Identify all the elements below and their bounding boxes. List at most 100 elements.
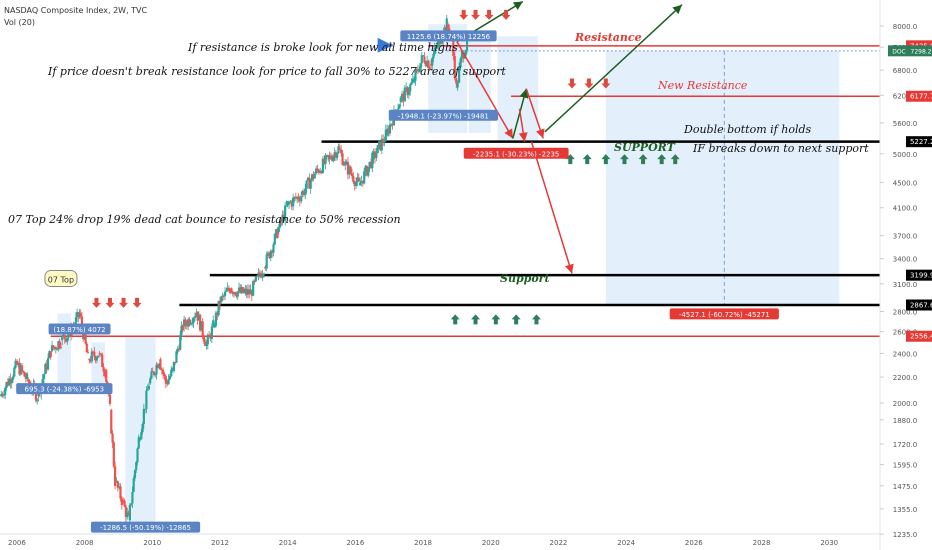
candle-body: [260, 274, 263, 278]
candle-body: [325, 155, 329, 157]
price-tick-label: 3400.0: [893, 256, 918, 264]
candle-body: [50, 345, 54, 352]
up-arrow-marker: [657, 154, 667, 165]
candle-body: [458, 67, 461, 83]
candle-body: [411, 78, 415, 83]
arrow-markers: 07 Top 1125.6 (18.74%) 12256 -1948.1 (-23.…: [16, 9, 779, 533]
time-tick-label: 2006: [8, 539, 26, 547]
symbol-title: NASDAQ Composite Index, 2W, TVC: [4, 6, 148, 15]
candle-body: [205, 343, 208, 346]
candle-body: [268, 252, 271, 259]
candle-body: [15, 360, 19, 365]
candle-body: [152, 371, 156, 375]
candle-body: [196, 311, 199, 321]
down-arrow-marker: [501, 9, 511, 20]
measure-box-09-crash: [125, 336, 156, 523]
candle-body: [216, 312, 219, 316]
candle-body: [324, 155, 327, 164]
candle-body: [163, 374, 166, 377]
candle-body: [10, 379, 13, 384]
measure-label-projection-30-bg: [463, 147, 569, 159]
candle-body: [183, 319, 186, 327]
price-tag-5227-bg: [906, 136, 932, 148]
candle-body: [294, 197, 297, 199]
candle-body: [128, 504, 131, 521]
candle-body: [241, 287, 244, 293]
candle-body: [86, 352, 90, 354]
price-tag-2867-bg: [906, 299, 932, 311]
candle-body: [455, 78, 458, 84]
candle-body: [305, 180, 308, 189]
measure-label-2018-down-bg: [388, 109, 498, 121]
up-arrow-marker: [511, 314, 521, 325]
price-tick-label: 2400.0: [893, 350, 918, 358]
candle-body: [170, 369, 173, 376]
candle-body: [89, 359, 92, 362]
measure-label-09-down-bg: [90, 521, 201, 533]
price-tick-label: 6800.0: [893, 67, 918, 75]
candle-body: [354, 181, 358, 186]
candle-body: [372, 151, 375, 160]
candle-body: [120, 498, 123, 506]
time-axis[interactable]: 2006 2008 2010 2012 2014 2016 2018 2020 2022 2024…: [0, 533, 880, 547]
candle-body: [386, 128, 389, 136]
price-tag-2556-bg: [906, 330, 932, 342]
candle-body: [316, 168, 319, 171]
candle-body: [383, 141, 386, 143]
candle-body: [151, 371, 154, 373]
candle-body: [132, 478, 135, 492]
measure-box-projection-30: [497, 36, 539, 142]
candle-body: [361, 180, 364, 184]
candle-body: [14, 360, 17, 368]
measure-label-09-down: -1286.5 (-50.19%) -12865: [100, 524, 191, 532]
candle-body: [115, 481, 118, 483]
candle-body: [252, 281, 255, 296]
candle-body: [192, 317, 195, 323]
measure-label-projection-60: -4527.1 (-60.72%) -45271: [679, 311, 770, 319]
candle-body: [319, 171, 322, 173]
candle-body: [93, 351, 96, 357]
candle-body: [181, 325, 184, 331]
candle-body: [368, 161, 371, 167]
candle-body: [142, 409, 145, 424]
candle-body: [137, 437, 140, 449]
candle-body: [130, 503, 133, 505]
candle-body: [357, 177, 360, 182]
price-tick-label: 5000.0: [893, 151, 918, 159]
candle-body: [302, 191, 306, 196]
candle-body: [334, 152, 338, 158]
up-arrow-marker: [638, 154, 648, 165]
candle-body: [340, 149, 343, 154]
candle-body: [67, 334, 70, 338]
measure-label-07-up: (18.87%) 4072: [53, 326, 105, 334]
candle-body: [157, 364, 161, 368]
candle-body: [162, 370, 165, 375]
candle-body: [118, 486, 121, 488]
time-tick-label: 2008: [76, 539, 94, 547]
candle-body: [2, 394, 6, 396]
candle-body: [338, 148, 341, 150]
candle-body: [85, 343, 88, 353]
volume-indicator-label[interactable]: Vol (20): [4, 18, 35, 27]
label-double-bottom: Double bottom if holds: [684, 123, 812, 136]
candle-body: [284, 205, 287, 221]
candle-body: [144, 408, 147, 410]
candle-body: [83, 332, 86, 340]
candle-body: [187, 319, 190, 327]
candle-body: [126, 512, 129, 518]
price-axis[interactable]: 8000.07400.06800.06200.05600.05000.04500…: [879, 0, 932, 550]
projection-arrow-breakdown: [530, 141, 574, 274]
candle-body: [432, 54, 435, 59]
label-breaks-down: IF breaks down to next support: [693, 142, 869, 155]
candle-body: [407, 91, 410, 96]
time-tick-label: 2022: [550, 539, 568, 547]
candle-body: [265, 254, 268, 269]
price-tag-2867: 2867.6: [910, 301, 932, 309]
label-new-resistance: New Resistance: [658, 79, 748, 92]
measure-label-07-down-bg: [16, 383, 113, 395]
candle-body: [271, 250, 274, 253]
candle-body: [317, 170, 320, 173]
time-tick-label: 2024: [617, 539, 635, 547]
price-tag-3199-bg: [906, 269, 932, 281]
